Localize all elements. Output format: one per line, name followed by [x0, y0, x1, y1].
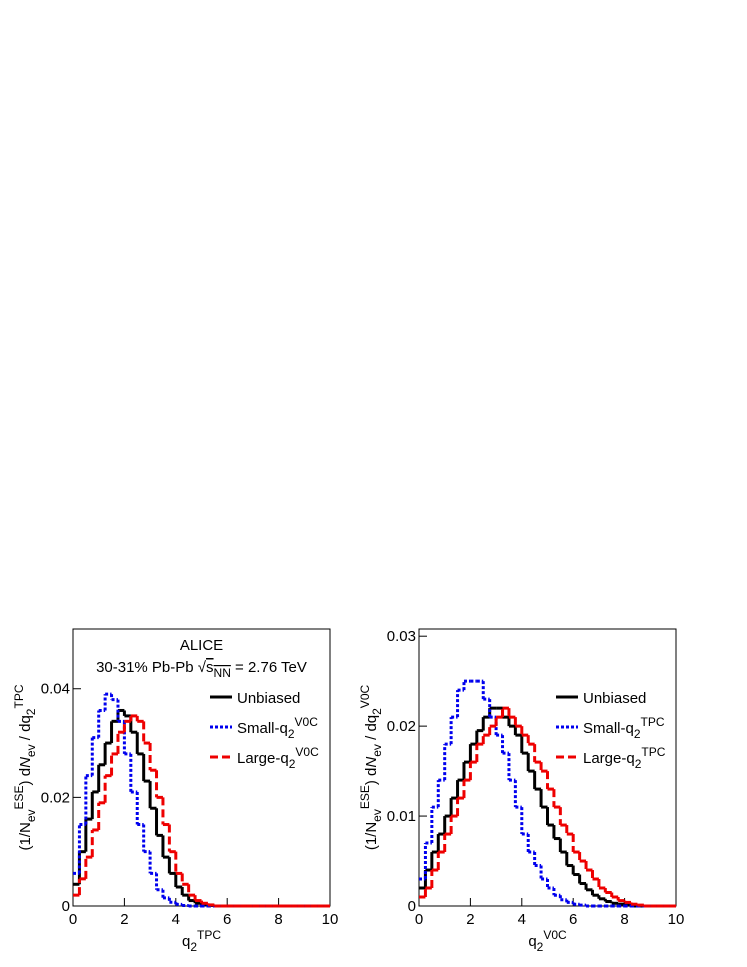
x-tick-label: 8: [274, 911, 282, 928]
text-part: TPC: [197, 928, 221, 942]
legend-label: Large-q2TPC: [583, 745, 666, 771]
text-part: 2: [190, 940, 197, 954]
text-part: / dq: [17, 715, 34, 744]
text-part: (1/N: [363, 822, 380, 850]
text-part: Unbiased: [583, 690, 646, 707]
text-part: = 2.76 TeV: [231, 659, 307, 676]
text-part: ALICE: [180, 637, 223, 654]
histograms: [419, 679, 676, 908]
x-tick-label: 6: [569, 911, 577, 928]
x-axis-label: q2TPC: [182, 928, 221, 954]
text-part: 2: [289, 757, 296, 771]
text-part: 2: [24, 708, 38, 715]
text-part: 30-31% Pb-Pb √: [96, 659, 207, 676]
text-part: TPC: [641, 715, 665, 729]
legend-label: Large-q2V0C: [237, 745, 319, 771]
text-part: 2: [635, 757, 642, 771]
text-part: ev: [24, 744, 38, 757]
legend-label: Unbiased: [583, 690, 646, 707]
y-tick-label: 0.02: [387, 718, 416, 735]
text-part: V0C: [295, 715, 319, 729]
text-part: s: [206, 659, 214, 676]
text-part: / dq: [363, 715, 380, 744]
y-axis-label: (1/NevESE) dNev / dq2TPC: [12, 684, 38, 850]
x-tick-label: 6: [223, 911, 231, 928]
text-part: Small-q: [237, 720, 288, 737]
text-part: (1/N: [17, 822, 34, 850]
text-part: ) d: [17, 768, 34, 786]
text-part: N: [17, 757, 34, 768]
x-tick-label: 0: [69, 911, 77, 928]
x-axis-label: q2V0C: [528, 928, 567, 954]
x-tick-label: 2: [120, 911, 128, 928]
text-part: V0C: [295, 745, 319, 759]
text-part: 2: [537, 940, 544, 954]
y-tick-label: 0.02: [41, 789, 70, 806]
annotation: ALICE: [180, 637, 223, 654]
text-part: V0C: [543, 928, 567, 942]
text-part: NN: [214, 666, 231, 680]
x-tick-label: 4: [172, 911, 180, 928]
text-part: ESE: [12, 785, 26, 809]
text-part: N: [363, 757, 380, 768]
text-part: ) d: [363, 768, 380, 786]
text-part: ev: [24, 809, 38, 822]
text-part: Large-q: [237, 750, 289, 767]
text-part: q: [182, 933, 190, 950]
y-tick-label: 0.04: [41, 681, 70, 698]
text-part: TPC: [12, 684, 26, 708]
legend-label: Small-q2V0C: [237, 715, 318, 741]
y-tick-label: 0.03: [387, 628, 416, 645]
histograms: [73, 692, 330, 908]
y-tick-label: 0.01: [387, 808, 416, 825]
legend-label: Small-q2TPC: [583, 715, 665, 741]
text-part: TPC: [641, 745, 665, 759]
text-part: Large-q: [583, 750, 635, 767]
x-tick-label: 10: [668, 911, 685, 928]
annotation: 30-31% Pb-Pb √sNN = 2.76 TeV: [96, 659, 307, 680]
x-tick-label: 10: [322, 911, 339, 928]
y-axis-label: (1/NevESE) dNev / dq2V0C: [358, 685, 384, 851]
text-part: ev: [370, 744, 384, 757]
text-part: V0C: [358, 685, 372, 709]
text-part: Unbiased: [237, 690, 300, 707]
x-tick-label: 8: [620, 911, 628, 928]
text-part: 2: [288, 727, 295, 741]
x-tick-label: 2: [466, 911, 474, 928]
plot-frame: [418, 628, 677, 907]
text-part: 2: [370, 708, 384, 715]
y-tick-label: 0: [62, 898, 70, 915]
text-part: ESE: [358, 785, 372, 809]
text-part: ev: [370, 809, 384, 822]
text-part: Small-q: [583, 720, 634, 737]
legend-label: Unbiased: [237, 690, 300, 707]
x-tick-label: 0: [415, 911, 423, 928]
y-tick-label: 0: [408, 898, 416, 915]
text-part: q: [528, 933, 536, 950]
text-part: 2: [634, 727, 641, 741]
x-tick-label: 4: [518, 911, 526, 928]
